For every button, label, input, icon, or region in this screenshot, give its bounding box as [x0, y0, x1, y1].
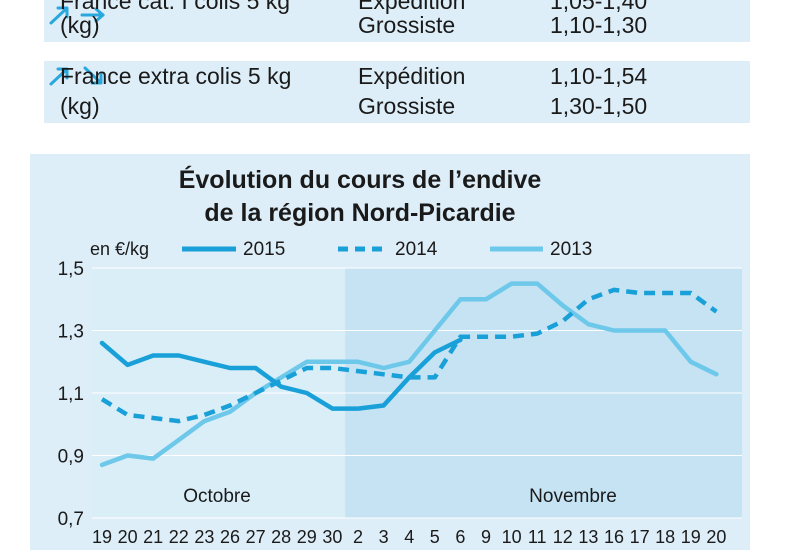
arrow-down-right-icon — [83, 66, 103, 85]
arrow-right-icon — [80, 7, 105, 23]
product-name: France extra colis 5 kg — [60, 63, 292, 89]
price-range: 1,10-1,30 — [550, 12, 648, 38]
x-tick-label: 11 — [528, 527, 547, 547]
x-tick-label: 4 — [404, 527, 414, 547]
y-tick-label: 0,7 — [58, 509, 84, 530]
x-tick-label: 2 — [353, 527, 363, 547]
price-chart: Évolution du cours de l’endive de la rég… — [58, 165, 742, 547]
x-tick-label: 19 — [681, 527, 701, 547]
month-label-october: Octobre — [183, 486, 251, 507]
price-range: 1,10-1,54 — [550, 63, 648, 89]
product-unit: (kg) — [60, 12, 100, 38]
x-tick-label: 16 — [604, 527, 624, 547]
x-tick-label: 6 — [455, 527, 465, 547]
x-tick-label: 17 — [630, 527, 650, 547]
price-row: France extra colis 5 kg (kg) Expédition … — [44, 61, 750, 123]
x-tick-label: 30 — [322, 527, 342, 547]
x-tick-label: 27 — [246, 527, 266, 547]
x-tick-label: 22 — [169, 527, 189, 547]
x-tick-label: 23 — [194, 527, 214, 547]
x-tick-label: 29 — [297, 527, 317, 547]
arrow-up-right-icon — [49, 6, 69, 25]
series-line-2013 — [99, 281, 719, 468]
x-tick-label: 21 — [143, 527, 163, 547]
x-tick-label: 5 — [430, 527, 440, 547]
legend-label-2013: 2013 — [550, 239, 592, 260]
x-tick-label: 26 — [220, 527, 240, 547]
y-tick-label: 1,3 — [58, 322, 84, 343]
x-tick-label: 10 — [502, 527, 522, 547]
product-unit: (kg) — [60, 93, 100, 119]
x-tick-label: 12 — [553, 527, 573, 547]
product-name: France cat. I colis 5 kg — [60, 0, 291, 14]
chart-panel: Évolution du cours de l’endive de la rég… — [30, 154, 750, 550]
legend-label-2014: 2014 — [395, 239, 438, 260]
price-row: France cat. I colis 5 kg (kg) Expédition… — [44, 0, 750, 42]
market-label: Expédition — [358, 0, 466, 14]
y-tick-label: 1,1 — [58, 384, 84, 405]
market-label: Grossiste — [358, 12, 456, 38]
month-label-november: Novembre — [529, 486, 617, 507]
x-tick-label: 19 — [92, 527, 112, 547]
x-tick-label: 9 — [481, 527, 491, 547]
arrow-up-right-icon — [49, 67, 69, 86]
series-line-2014 — [100, 287, 718, 424]
price-range: 1,05-1,40 — [550, 0, 648, 14]
series-line-2015 — [99, 337, 463, 411]
chart-title-line1: Évolution du cours de l’endive — [179, 165, 542, 194]
x-tick-label: 13 — [578, 527, 598, 547]
chart-title-line2: de la région Nord-Picardie — [204, 199, 515, 227]
legend-label-2015: 2015 — [243, 239, 285, 260]
price-table: France cat. I colis 5 kg (kg) Expédition… — [44, 0, 750, 128]
y-tick-label: 1,5 — [58, 259, 84, 280]
unit-label: en €/kg — [90, 239, 149, 259]
price-range: 1,30-1,50 — [550, 93, 648, 119]
x-tick-label: 3 — [379, 527, 389, 547]
x-tick-label: 28 — [271, 527, 291, 547]
market-label: Grossiste — [358, 93, 456, 119]
x-tick-label: 20 — [118, 527, 138, 547]
market-label: Expédition — [358, 63, 466, 89]
y-tick-label: 0,9 — [58, 447, 84, 468]
x-tick-label: 20 — [706, 527, 726, 547]
x-tick-label: 18 — [655, 527, 675, 547]
